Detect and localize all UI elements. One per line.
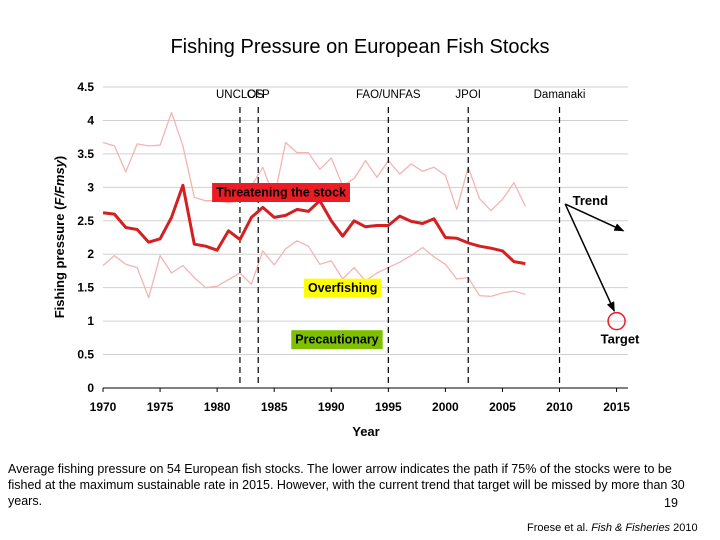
zone-label-box bbox=[291, 330, 383, 350]
slide-title: Fishing Pressure on European Fish Stocks bbox=[170, 36, 550, 58]
milestone-label: FAO/UNFAS bbox=[356, 89, 421, 101]
milestone-label: UNCLOS bbox=[216, 89, 264, 101]
source-author: Froese et al. bbox=[527, 522, 589, 534]
x-tick-label: 2005 bbox=[489, 400, 516, 414]
zone-label-overfishing: Overfishing bbox=[303, 278, 382, 298]
milestone-label: CFP bbox=[247, 89, 270, 101]
target-marker-circle bbox=[607, 311, 626, 331]
x-axis-label: Year bbox=[352, 424, 379, 439]
x-tick-label: 2000 bbox=[432, 400, 459, 414]
annotation-layer: Trend Target bbox=[564, 193, 640, 347]
y-tick-label: 0 bbox=[87, 381, 94, 395]
milestone-label: JPOI bbox=[455, 89, 481, 101]
band-layer bbox=[102, 111, 526, 299]
y-axis-label-ratio: F/Fmsy bbox=[52, 159, 67, 205]
y-tick-label: 2 bbox=[87, 247, 94, 261]
mean-layer bbox=[102, 183, 526, 266]
x-tick-label: 1975 bbox=[147, 400, 174, 414]
milestone-label: Damanaki bbox=[534, 89, 586, 101]
y-axis-label: Fishing pressure (F/Fmsy) bbox=[52, 156, 67, 319]
band-series-line bbox=[102, 111, 526, 212]
x-tick-label: 2010 bbox=[546, 400, 573, 414]
grid-layer bbox=[103, 86, 628, 356]
source-citation: Froese et al. Fish & Fisheries 2010 bbox=[527, 522, 698, 534]
x-tick-label: 1970 bbox=[90, 400, 117, 414]
zone-label-text: Precautionary bbox=[295, 333, 378, 347]
page-number: 19 bbox=[664, 496, 678, 510]
source-journal: Fish & Fisheries bbox=[591, 522, 671, 534]
zone-label-box bbox=[212, 183, 350, 203]
y-tick-label: 4 bbox=[87, 113, 94, 127]
x-tick-label: 2015 bbox=[603, 400, 630, 414]
y-tick-label: 1 bbox=[87, 314, 94, 328]
zone-label-box bbox=[303, 278, 382, 298]
source-year: 2010 bbox=[673, 522, 698, 534]
y-tick-label: 4.5 bbox=[77, 80, 94, 94]
slide-caption: Average fishing pressure on 54 European … bbox=[8, 462, 685, 508]
zone-label-text: Overfishing bbox=[308, 281, 377, 295]
y-tick-label: 3.5 bbox=[77, 147, 94, 161]
y-tick-label: 2.5 bbox=[77, 214, 94, 228]
target-arrow bbox=[564, 203, 615, 312]
y-axis-label-close: ) bbox=[52, 156, 67, 160]
x-tick-label: 1990 bbox=[318, 400, 345, 414]
y-axis-label-main: Fishing pressure ( bbox=[52, 205, 67, 318]
x-tick-label: 1995 bbox=[375, 400, 402, 414]
y-tick-label: 0.5 bbox=[77, 348, 94, 362]
band-series-line bbox=[102, 240, 526, 299]
annotation-target: Target bbox=[601, 332, 640, 347]
zone-label-text: Threatening the stock bbox=[216, 186, 346, 200]
zone-label-precautionary: Precautionary bbox=[291, 330, 383, 350]
x-tick-label: 1980 bbox=[204, 400, 231, 414]
annotation-trend: Trend bbox=[573, 193, 608, 208]
axis-layer: 0 0.5 1 1.5 2 2.5 3 3.5 4 4.5 1970 1975 1980 1985 1990… bbox=[77, 80, 630, 414]
y-tick-label: 1.5 bbox=[77, 281, 94, 295]
zone-label-threatening: Threatening the stock bbox=[212, 183, 350, 203]
mean-series-line bbox=[102, 183, 526, 266]
zone-layer: Threatening the stock Overfishing Precauti… bbox=[212, 183, 383, 350]
y-tick-label: 3 bbox=[87, 180, 94, 194]
trend-arrow bbox=[564, 203, 625, 232]
x-tick-label: 1985 bbox=[261, 400, 288, 414]
fishing-pressure-chart: 0 0.5 1 1.5 2 2.5 3 3.5 4 4.5 1970 1975 1980 1985 1990… bbox=[52, 80, 640, 439]
